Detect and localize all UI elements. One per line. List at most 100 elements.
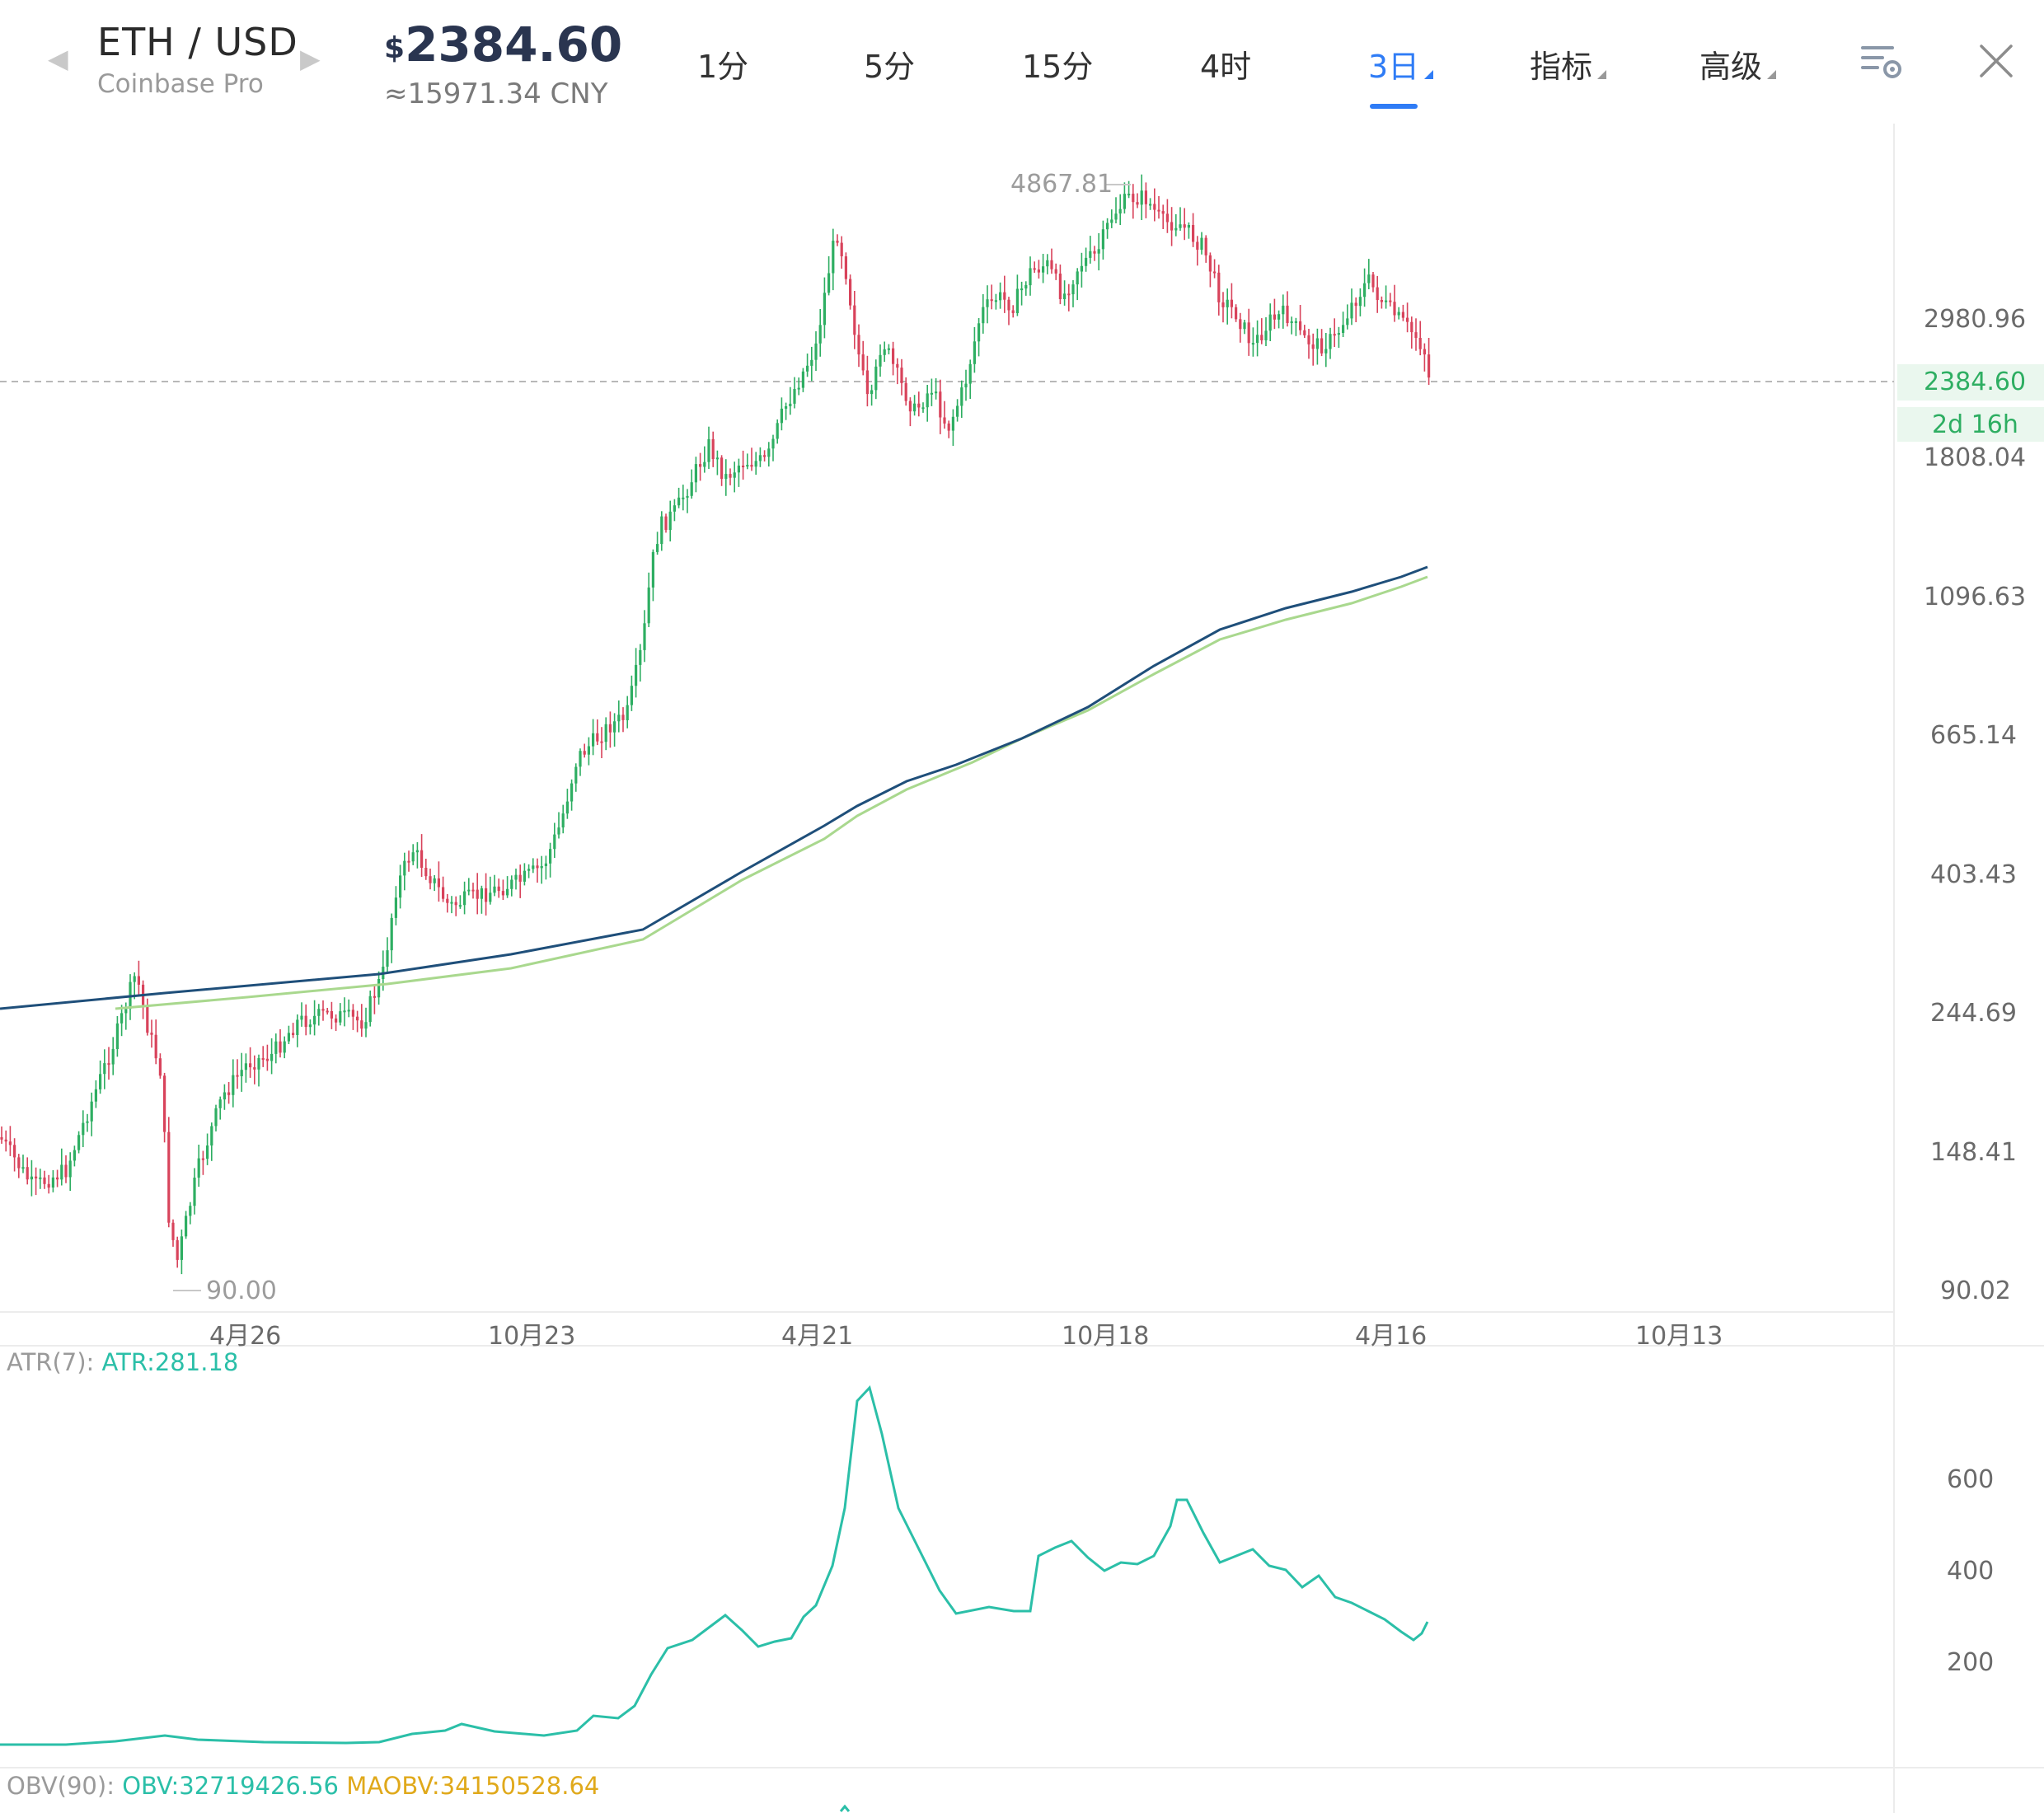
candle-body <box>904 382 907 401</box>
candle-body <box>489 892 492 902</box>
x-axis-label: 4月21 <box>781 1322 854 1351</box>
tab-15min[interactable]: 15分 <box>1022 41 1093 87</box>
candle-body <box>30 1176 33 1180</box>
candle-body <box>120 1013 124 1024</box>
candle-body <box>776 423 779 439</box>
candle-body <box>1132 194 1135 203</box>
candle-body <box>167 1131 171 1223</box>
candle-body <box>1144 190 1147 204</box>
atr-legend[interactable]: ATR(7): ATR:281.18 <box>7 1348 238 1376</box>
y-axis-label: 148.41 <box>1930 1138 2017 1167</box>
candle-body <box>797 387 800 390</box>
candle-body <box>767 448 771 457</box>
chevron-right-icon[interactable]: ▶ <box>300 43 321 74</box>
candle-body <box>360 1020 363 1029</box>
candle-body <box>570 783 574 802</box>
candle-body <box>750 465 753 467</box>
tab-5min[interactable]: 5分 <box>864 41 915 87</box>
candle-body <box>660 516 663 545</box>
candle-body <box>1260 335 1263 340</box>
tab-label: 15分 <box>1022 49 1094 85</box>
candle-body <box>754 461 757 467</box>
candle-body <box>8 1141 12 1145</box>
candle-body <box>240 1070 243 1076</box>
candle-body <box>1333 334 1336 336</box>
candle-body <box>861 354 865 371</box>
candle-body <box>317 1009 321 1016</box>
candle-body <box>536 865 539 869</box>
y-axis-label: 1808.04 <box>1924 443 2027 472</box>
candle-body <box>604 724 607 743</box>
candle-body <box>1428 354 1431 378</box>
candle-body <box>390 917 393 951</box>
candle-body <box>446 898 449 903</box>
candle-body <box>1294 321 1297 323</box>
candle-body <box>279 1041 282 1053</box>
tab-4h[interactable]: 4时 <box>1200 41 1251 87</box>
candle-body <box>1410 321 1413 333</box>
candle-body <box>549 849 552 864</box>
obv-title: OBV(90): <box>7 1772 115 1800</box>
candle-body <box>313 1015 316 1025</box>
candle-body <box>415 850 419 853</box>
tab-3d[interactable]: 3日 <box>1368 41 1434 87</box>
candle-body <box>814 343 818 360</box>
candle-body <box>308 1024 312 1028</box>
dropdown-triangle-icon <box>1767 70 1777 79</box>
candle-body <box>540 866 543 869</box>
candle-body <box>621 714 625 720</box>
candle-body <box>1085 257 1088 266</box>
candle-body <box>158 1058 162 1076</box>
trading-pair[interactable]: ETH / USD <box>97 20 298 64</box>
candle-body <box>853 305 856 335</box>
candle-body <box>300 1015 303 1020</box>
candle-body <box>789 403 792 406</box>
candle-body <box>840 242 843 256</box>
candle-body <box>1200 237 1203 250</box>
close-icon[interactable] <box>1975 40 2018 82</box>
chart-settings-icon[interactable] <box>1859 41 1906 82</box>
candle-body <box>758 455 762 461</box>
candle-body <box>321 1009 325 1011</box>
candle-body <box>1247 322 1250 344</box>
candle-body <box>274 1041 278 1054</box>
candle-body <box>373 996 376 998</box>
candle-body <box>1307 335 1310 344</box>
candle-body <box>1046 260 1049 267</box>
y-axis-label: 403.43 <box>1930 860 2017 889</box>
candle-body <box>746 465 749 467</box>
current-price-tag-bg <box>1897 364 2044 401</box>
candle-body <box>926 393 929 408</box>
candle-body <box>1157 209 1160 212</box>
candle-body <box>1286 305 1289 323</box>
tab-advanced[interactable]: 高级 <box>1699 41 1777 87</box>
candle-body <box>626 705 629 720</box>
candle-body <box>1187 225 1190 228</box>
candle-body <box>47 1183 50 1188</box>
candle-body <box>682 497 685 499</box>
price-value: 2384.60 <box>405 16 623 73</box>
tab-indicators[interactable]: 指标 <box>1530 41 1607 87</box>
candle-body <box>1089 251 1092 258</box>
chevron-left-icon[interactable]: ◀ <box>48 43 68 74</box>
candle-body <box>557 827 560 835</box>
candle-body <box>1213 271 1217 274</box>
candle-body <box>1371 274 1375 288</box>
candle-body <box>527 869 531 871</box>
candle-body <box>223 1092 226 1100</box>
candle-body <box>921 407 925 410</box>
tab-label: 高级 <box>1699 49 1763 85</box>
candle-body <box>715 457 719 460</box>
candle-body <box>647 587 650 624</box>
tab-1min[interactable]: 1分 <box>697 41 748 87</box>
candle-body <box>737 466 740 473</box>
obv-legend[interactable]: OBV(90): OBV:32719426.56 MAOBV:34150528.… <box>7 1772 599 1800</box>
candle-body <box>544 863 547 866</box>
x-axis-label: 10月18 <box>1062 1322 1150 1351</box>
candle-body <box>82 1122 85 1136</box>
candle-body <box>583 751 586 755</box>
candle-body <box>1230 299 1233 307</box>
atr-title: ATR(7): <box>7 1348 95 1376</box>
candle-body <box>1093 251 1096 254</box>
